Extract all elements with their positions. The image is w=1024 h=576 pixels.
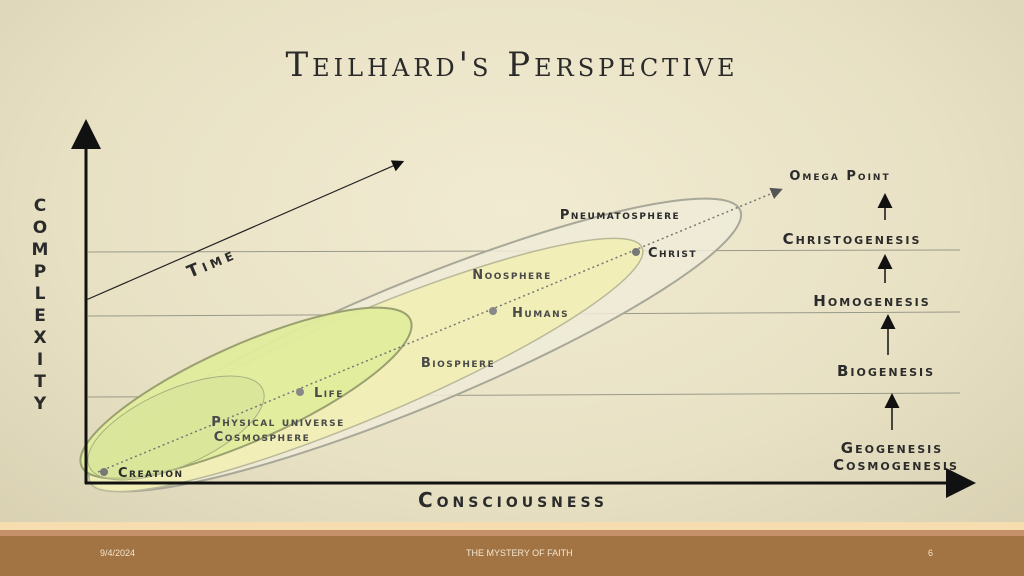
life-point bbox=[296, 388, 304, 396]
life-label: Life bbox=[314, 386, 344, 401]
noosphere-label: Noosphere bbox=[472, 268, 552, 283]
footer: 9/4/2024 THE MYSTERY OF FAITH 6 bbox=[0, 536, 1024, 576]
time-arrow bbox=[85, 160, 405, 301]
homogenesis-label: Homogenesis bbox=[813, 292, 930, 310]
slide: Teilhard's Perspective Time COMPLEXITY C… bbox=[0, 0, 1024, 522]
footer-date: 9/4/2024 bbox=[100, 548, 136, 558]
teilhard-diagram: Teilhard's Perspective Time COMPLEXITY C… bbox=[30, 45, 976, 512]
geogenesis-label: Geogenesis bbox=[841, 439, 943, 457]
y-axis-label: COMPLEXITY bbox=[30, 196, 50, 416]
humans-label: Humans bbox=[512, 306, 569, 321]
creation-point bbox=[100, 468, 108, 476]
footer-band bbox=[0, 522, 1024, 530]
christ-label: Christ bbox=[648, 246, 697, 261]
creation-label: Creation bbox=[118, 466, 184, 481]
page-title: Teilhard's Perspective bbox=[285, 45, 738, 85]
page-number: 6 bbox=[928, 548, 934, 558]
evolution-trajectory bbox=[97, 187, 783, 473]
x-axis-label: Consciousness bbox=[418, 488, 608, 512]
humans-point bbox=[489, 307, 497, 315]
biogenesis-label: Biogenesis bbox=[837, 362, 935, 380]
time-label: Time bbox=[184, 244, 240, 283]
pneumatosphere-label: Pneumatosphere bbox=[560, 208, 680, 223]
footer-title: THE MYSTERY OF FAITH bbox=[466, 548, 573, 558]
omega-point-label: Omega Point bbox=[789, 169, 890, 184]
biosphere-label: Biosphere bbox=[421, 356, 495, 371]
footer-band bbox=[0, 530, 1024, 536]
christ-point bbox=[632, 248, 640, 256]
cosmosphere-label-1: Physical universe bbox=[211, 415, 345, 430]
cosmosphere-ellipse bbox=[87, 375, 265, 481]
christogenesis-label: Christogenesis bbox=[783, 230, 922, 248]
cosmosphere-label-2: Cosmosphere bbox=[214, 430, 311, 445]
cosmogenesis-label: Cosmogenesis bbox=[833, 456, 959, 474]
